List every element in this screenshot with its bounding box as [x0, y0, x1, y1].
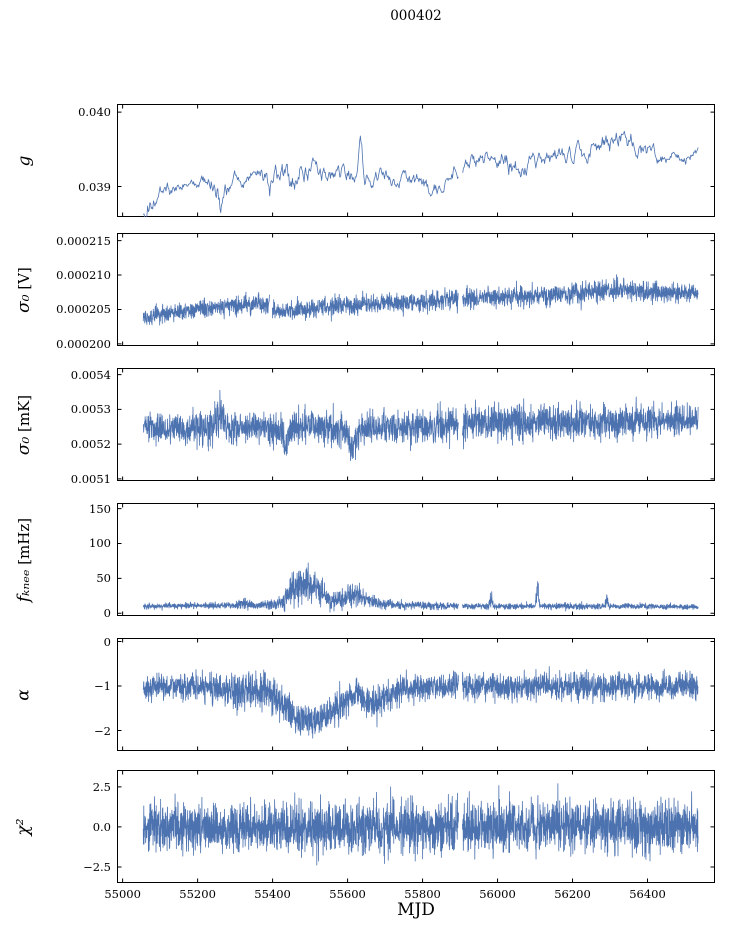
- x-tick-label: 56400: [629, 887, 666, 901]
- plot-canvas-sigma0-mk: [117, 368, 715, 481]
- y-tick-label: −2.5: [83, 859, 111, 874]
- y-tick-label: 0.0051: [70, 471, 111, 486]
- panel-sigma0-v: σ₀ [V] 0.000200 0.000205 0.000210 0.000215: [0, 233, 749, 351]
- y-tick-label: 0.0052: [70, 437, 111, 452]
- x-tick-label: 56000: [479, 887, 516, 901]
- y-axis-label-g: g: [2, 104, 46, 217]
- y-tick-label: −1: [94, 679, 111, 694]
- plot-canvas-fknee: [117, 503, 715, 616]
- y-tick-label: 0.040: [78, 105, 111, 120]
- x-tick-label: 55200: [179, 887, 216, 901]
- y-tick-label: 0.000215: [56, 233, 111, 248]
- y-axis-label-sigma0-mk: σ₀ [mK]: [2, 368, 46, 481]
- y-tick-label: 0.0054: [70, 367, 111, 382]
- y-tick-label: 150: [89, 501, 111, 516]
- panel-chi2: χ² 2.5 0.0 −2.5: [0, 770, 749, 883]
- plot-canvas-alpha: [117, 638, 715, 751]
- y-label-symbol: g: [13, 155, 34, 166]
- x-tick-label: 55000: [104, 887, 141, 901]
- plot-canvas-sigma0-v: [117, 233, 715, 346]
- y-axis-label-sigma0-v: σ₀ [V]: [2, 233, 46, 346]
- plot-canvas-chi2: [117, 770, 715, 883]
- y-tick-label: 2.5: [92, 779, 111, 794]
- x-tick-label: 55800: [404, 887, 441, 901]
- x-tick-label: 55600: [329, 887, 366, 901]
- y-tick-label: 0.000205: [56, 302, 111, 317]
- x-tick-label: 56200: [554, 887, 591, 901]
- panel-sigma0-mk: σ₀ [mK] 0.0051 0.0052 0.0053 0.0054: [0, 367, 749, 486]
- y-tick-label: 50: [96, 571, 111, 586]
- y-axis-label-fknee: fₖₙₑₑ [mHz]: [2, 503, 46, 616]
- y-tick-label: 0.000200: [56, 336, 111, 351]
- y-tick-label: 0: [103, 606, 111, 621]
- figure-title: 000402: [390, 8, 442, 24]
- panel-fknee: fₖₙₑₑ [mHz] 0 50 100 150: [0, 501, 749, 620]
- y-tick-label: 0: [103, 634, 111, 649]
- y-tick-label: −2: [94, 723, 111, 738]
- plot-canvas-g: [117, 104, 715, 217]
- x-axis-title: MJD: [397, 900, 435, 920]
- y-tick-label: 0.0: [92, 819, 111, 834]
- y-tick-label: 0.039: [78, 179, 111, 194]
- y-tick-label: 0.0053: [70, 402, 111, 417]
- y-tick-label: 0.000210: [56, 268, 111, 283]
- y-tick-label: 100: [89, 536, 111, 551]
- panel-alpha: α 0 −1 −2: [0, 635, 749, 751]
- x-tick-label: 55400: [254, 887, 291, 901]
- panel-g: g 0.039 0.040: [0, 104, 749, 217]
